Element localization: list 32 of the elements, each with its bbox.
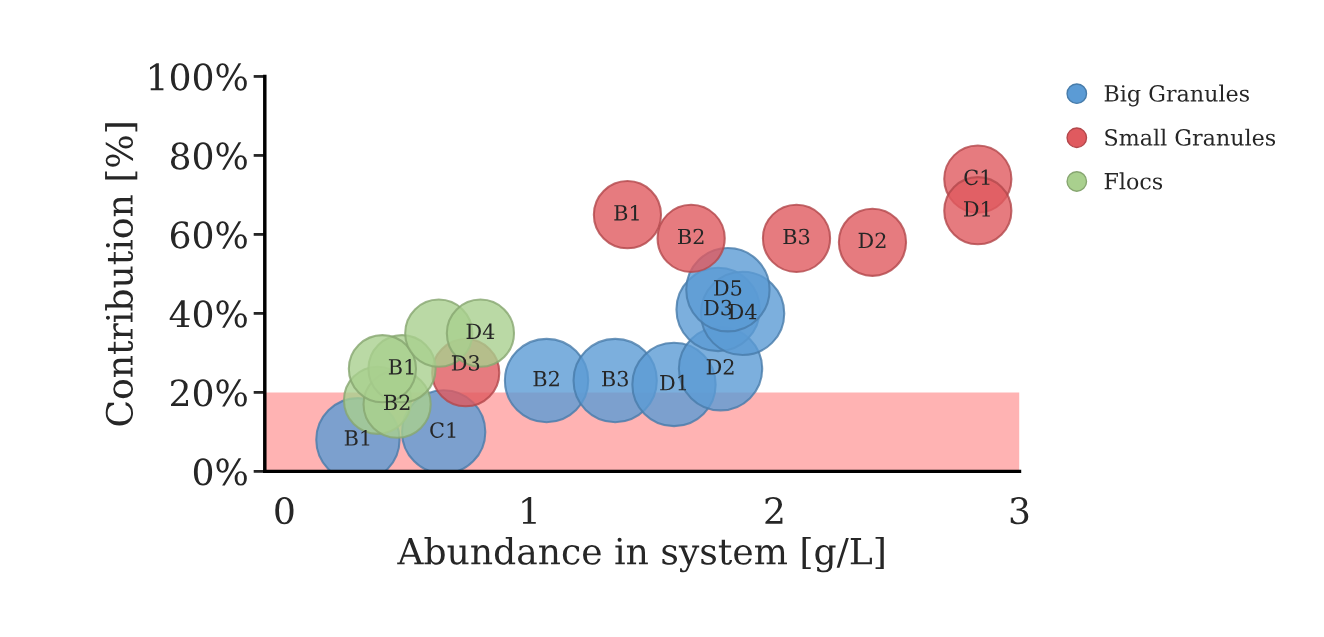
annotation: C1 — [964, 169, 990, 186]
annotation: D2 — [858, 232, 886, 249]
y-tick-label: 60% — [170, 221, 247, 249]
y-tick-label: 20% — [171, 379, 247, 407]
annotation: D1 — [964, 201, 990, 217]
annotation: D2 — [706, 358, 734, 375]
annotation: B2 — [678, 228, 704, 245]
annotation: D3 — [451, 355, 480, 371]
y-tick-label: 40% — [169, 300, 247, 328]
annotation: C1 — [430, 422, 456, 438]
annotation: D5 — [714, 280, 742, 296]
annotation: B1 — [344, 430, 370, 446]
x-tick-label: 1 — [522, 497, 536, 524]
x-axis-title: Abundance in system [g/L] — [397, 536, 884, 573]
annotation: D4 — [466, 323, 495, 339]
y-tick-label: 80% — [170, 142, 247, 170]
annotation: B1 — [388, 358, 414, 375]
annotation: B3 — [602, 370, 628, 387]
annotation: B2 — [383, 394, 410, 410]
annotation: D1 — [660, 374, 687, 391]
annotation: B2 — [533, 370, 559, 387]
legend-label: Flocs — [1104, 172, 1163, 190]
y-axis-title: Contribution [%] — [105, 123, 138, 426]
y-tick-label: 0% — [193, 458, 247, 486]
x-tick-label: 2 — [765, 497, 783, 524]
x-tick-label: 0 — [275, 497, 294, 525]
legend-label: Small Granules — [1105, 128, 1276, 146]
annotation: B3 — [783, 228, 810, 245]
x-tick-label: 3 — [1010, 497, 1029, 525]
legend-label: Big Granules — [1104, 84, 1249, 107]
annotation: B1 — [614, 204, 639, 221]
y-tick-label: 100% — [150, 63, 247, 91]
